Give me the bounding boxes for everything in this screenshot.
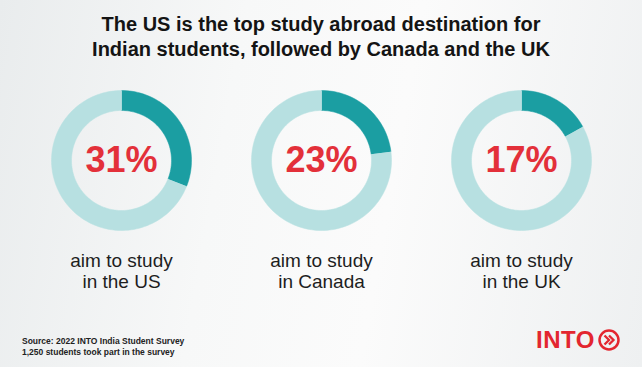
svg-text:aim to studyin the US: aim to studyin the US <box>70 250 173 293</box>
html-text:Source: 2022 INTO India Studen: Source: 2022 INTO India Student Survey 1… <box>22 336 185 357</box>
svg-text:17%: 17% <box>485 139 557 180</box>
svg-text:aim to studyin the UK: aim to studyin the UK <box>470 250 573 293</box>
svg-text:31%: 31% <box>85 139 157 180</box>
svg-text:23%: 23% <box>285 139 357 180</box>
svg-text:aim to studyin Canada: aim to studyin Canada <box>270 250 373 293</box>
html-text:INTO: INTO <box>536 326 595 353</box>
html-text:The US is the top study abroad: The US is the top study abroad destinati… <box>92 13 550 60</box>
